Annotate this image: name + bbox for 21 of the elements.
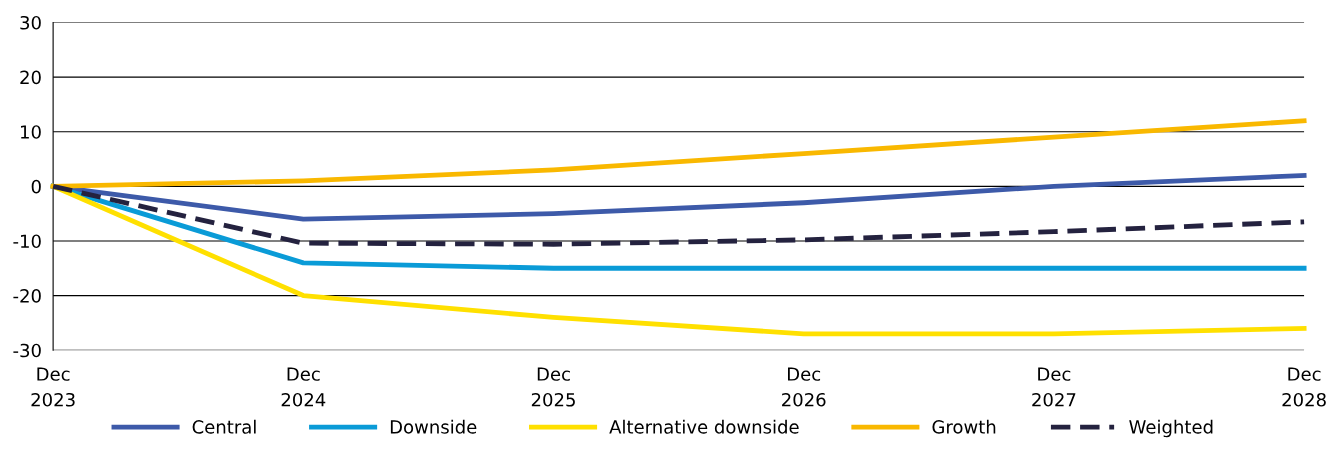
legend-label: Downside [390,419,477,434]
y-tick-label: 20 [20,70,41,85]
y-tick-label: -10 [13,234,41,249]
legend-label: Central [192,419,256,434]
x-tick-label: Dec 2028 [1282,367,1326,407]
x-tick-label: Dec 2027 [1032,367,1076,407]
line-series [50,183,1307,247]
y-tick-label: 30 [20,15,41,30]
legend-label: Weighted [1129,419,1213,438]
legend-label: Alternative downside [609,419,799,434]
x-tick-label: Dec 2026 [782,367,826,407]
x-tick-label: Dec 2024 [281,367,326,407]
y-tick-label: 0 [31,179,41,194]
x-tick-label: Dec 2023 [31,367,75,407]
line-series [50,118,1307,189]
x-tick-label: Dec 2025 [531,367,575,407]
legend-label: Growth [932,419,996,434]
y-tick-label: -20 [13,289,41,303]
y-tick-label: -30 [13,343,41,358]
line-series [50,183,1307,337]
y-tick-label: 10 [21,125,41,139]
